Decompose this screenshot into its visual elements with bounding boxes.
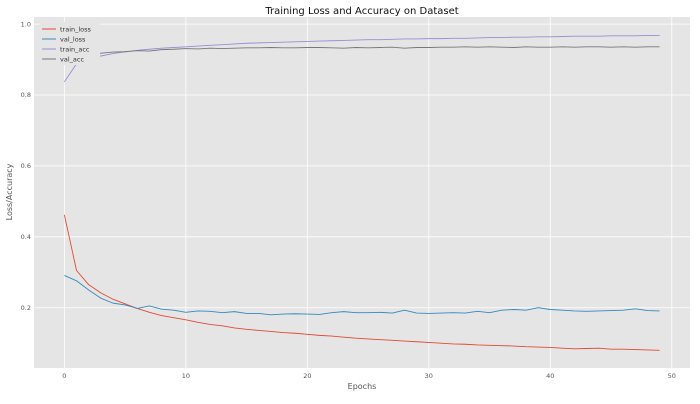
x-tick-label: 20 xyxy=(303,372,311,380)
x-tick-label: 10 xyxy=(182,372,190,380)
x-tick-label: 30 xyxy=(425,372,433,380)
y-tick-label: 0.6 xyxy=(21,162,31,170)
series-line-val-loss xyxy=(64,275,660,316)
y-tick-label: 0.2 xyxy=(21,304,31,312)
legend-label: val_loss xyxy=(60,35,86,43)
y-tick-label: 0.4 xyxy=(21,233,31,241)
legend-label: val_acc xyxy=(60,55,84,63)
legend-label: train_acc xyxy=(60,45,90,53)
x-axis-label: Epochs xyxy=(348,382,377,391)
chart-title: Training Loss and Accuracy on Dataset xyxy=(264,6,458,17)
series-line-val-acc xyxy=(64,46,660,60)
plot-background xyxy=(34,17,690,368)
legend: train_loss val_loss train_acc val_acc xyxy=(40,22,100,65)
tick-labels: 0 10 20 30 40 50 0.2 0.4 0.6 0.8 1.0 xyxy=(21,20,676,380)
x-tick-label: 50 xyxy=(668,372,676,380)
y-tick-label: 0.8 xyxy=(21,91,31,99)
series-line-train-loss xyxy=(63,214,660,351)
y-tick-label: 1.0 xyxy=(21,20,31,28)
legend-label: train_loss xyxy=(60,25,92,33)
x-tick-label: 0 xyxy=(62,372,66,380)
series-lines xyxy=(63,34,660,351)
series-line-train-acc xyxy=(63,34,660,83)
x-tick-label: 40 xyxy=(546,372,554,380)
grid-lines xyxy=(34,17,690,368)
y-axis-label: Loss/Accuracy xyxy=(5,163,14,220)
